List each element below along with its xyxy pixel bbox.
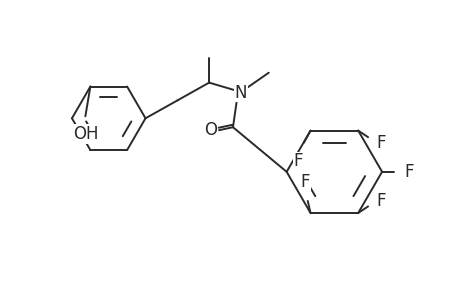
Text: F: F [293,152,302,170]
Text: O: O [204,121,217,139]
Text: F: F [403,163,413,181]
Text: F: F [300,173,310,191]
Text: OH: OH [73,125,98,143]
Text: F: F [375,134,385,152]
Text: F: F [375,192,385,210]
Text: N: N [234,83,246,101]
